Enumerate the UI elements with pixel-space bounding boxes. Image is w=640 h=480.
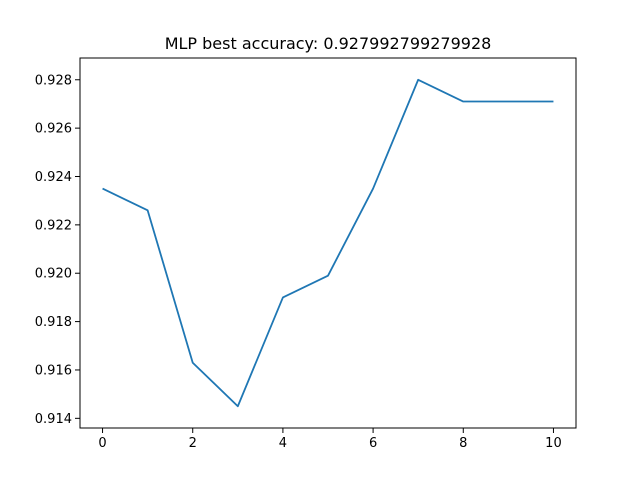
chart-title: MLP best accuracy: 0.927992799279928 — [165, 34, 492, 53]
y-tick-label: 0.920 — [35, 267, 72, 282]
y-axis: 0.914 0.916 0.918 0.920 0.922 0.924 0.926 0.928 — [35, 73, 80, 427]
y-tick-label: 0.924 — [35, 170, 72, 185]
y-tick-label: 0.914 — [35, 412, 72, 427]
x-tick-label: 6 — [369, 436, 377, 451]
y-tick-label: 0.918 — [35, 315, 72, 330]
x-tick-label: 0 — [98, 436, 106, 451]
y-tick-label: 0.922 — [35, 218, 72, 233]
series-layer — [102, 78, 554, 408]
y-tick-label: 0.916 — [35, 363, 72, 378]
x-tick-label: 4 — [279, 436, 287, 451]
x-tick-label: 10 — [545, 436, 562, 451]
x-tick-label: 2 — [189, 436, 197, 451]
series-line — [102, 78, 554, 408]
y-tick-label: 0.928 — [35, 73, 72, 88]
y-tick-label: 0.926 — [35, 122, 72, 137]
x-axis: 0 2 4 6 8 10 — [98, 428, 562, 451]
plot-area-frame — [79, 57, 577, 429]
x-tick-label: 8 — [459, 436, 467, 451]
